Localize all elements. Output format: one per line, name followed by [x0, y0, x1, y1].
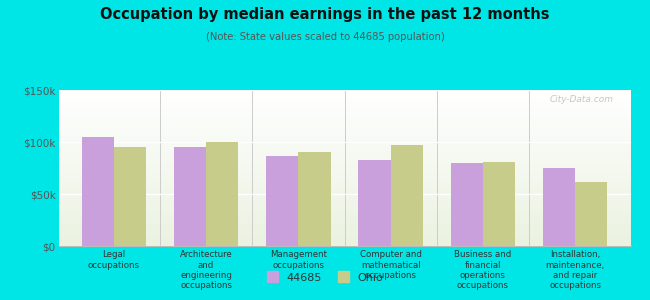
Text: (Note: State values scaled to 44685 population): (Note: State values scaled to 44685 popu…: [205, 32, 445, 41]
Bar: [114, 147, 146, 246]
Bar: [575, 182, 608, 246]
Bar: [206, 142, 239, 246]
Bar: [391, 145, 423, 246]
Bar: [174, 147, 206, 246]
Legend: 44685, Ohio: 44685, Ohio: [263, 268, 387, 287]
Bar: [450, 163, 483, 246]
Bar: [483, 162, 515, 246]
Bar: [298, 152, 331, 246]
Text: Occupation by median earnings in the past 12 months: Occupation by median earnings in the pas…: [100, 8, 550, 22]
Bar: [266, 155, 298, 246]
Bar: [358, 160, 391, 246]
Bar: [81, 137, 114, 246]
Bar: [543, 168, 575, 246]
Text: City-Data.com: City-Data.com: [549, 95, 614, 104]
